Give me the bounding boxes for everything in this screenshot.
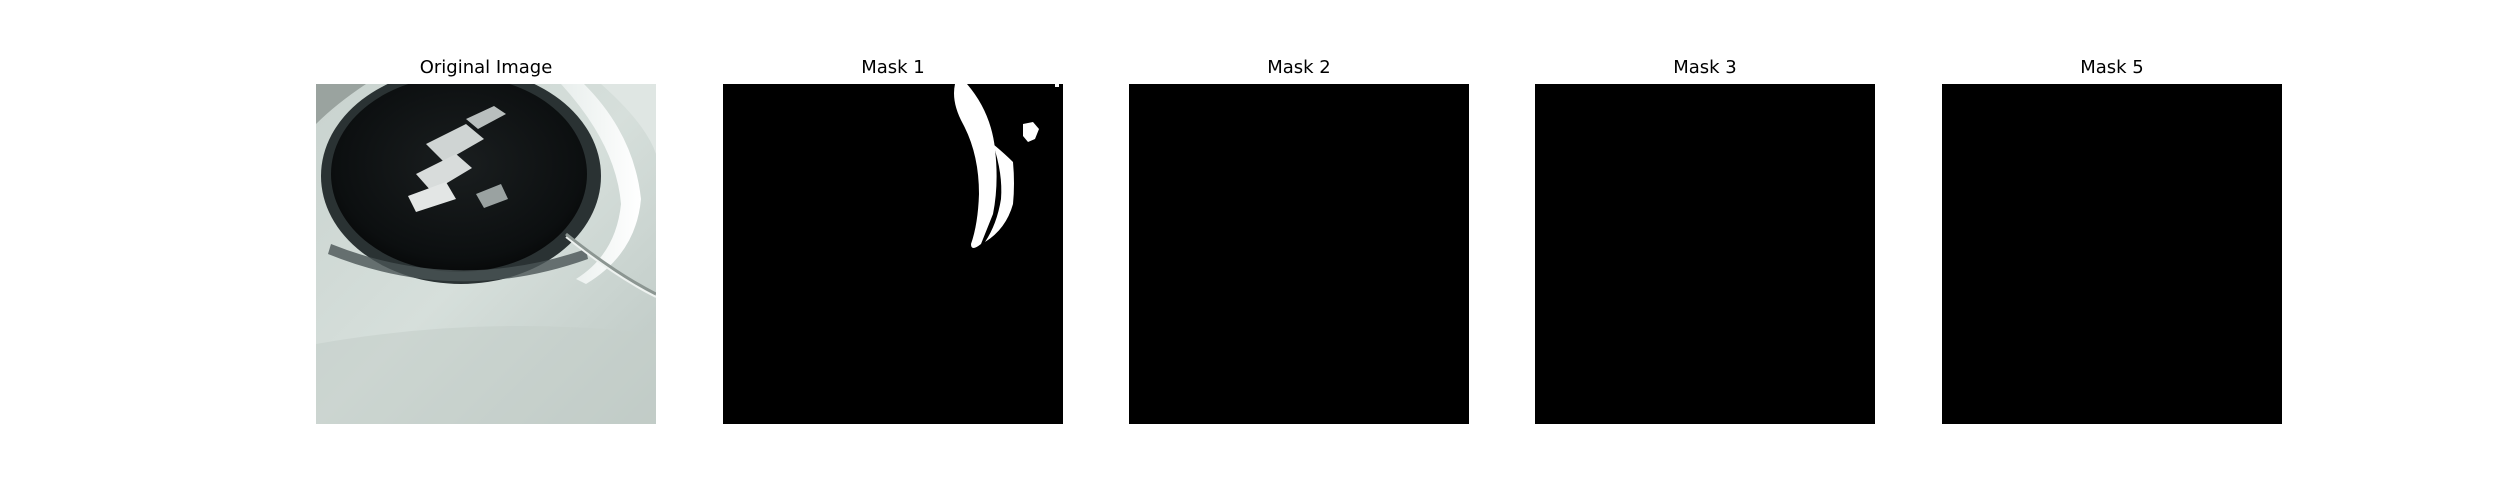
panel-title: Mask 5 [1942, 56, 2282, 80]
panel-title: Original Image [316, 56, 656, 80]
panel-title: Mask 1 [723, 56, 1063, 80]
panel-title: Mask 3 [1535, 56, 1875, 80]
panel-title: Mask 2 [1129, 56, 1469, 80]
mask-2-image [1129, 84, 1469, 424]
original-image [316, 84, 656, 424]
mask-1-image [723, 84, 1063, 424]
mask-3-image [1535, 84, 1875, 424]
mask-5-image [1942, 84, 2282, 424]
